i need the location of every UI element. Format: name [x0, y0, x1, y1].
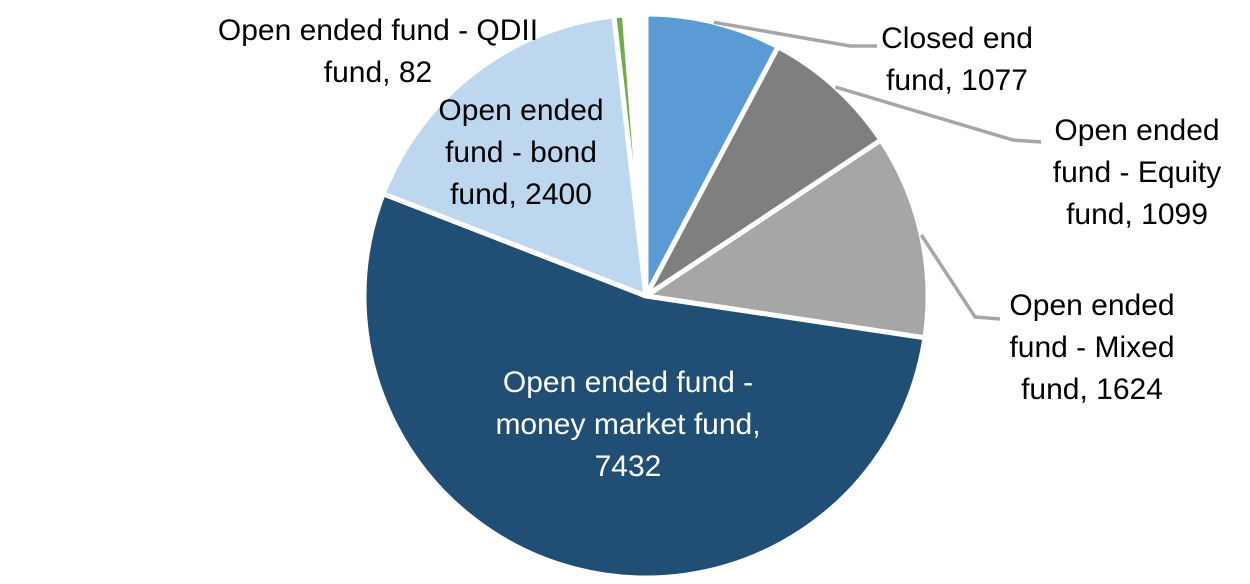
pie-slice-open-ended-bond-fund [380, 13, 649, 299]
pie-label-line: fund - bond [445, 136, 597, 169]
pie-label-closed-end-fund: Closed end fund, 1077 [881, 18, 1033, 102]
pie-label-line: Open ended fund - QDII [217, 14, 539, 47]
leader-line-open-ended-mixed-fund [919, 233, 1001, 321]
pie-label-line: fund, 82 [323, 56, 433, 89]
pie-label-line: 7432 [594, 450, 662, 483]
pie-slice-open-ended-qdii-fund [611, 12, 649, 299]
pie-slice-open-ended-money-market-fund [361, 191, 928, 581]
pie-label-money-market-fund: Open ended fund - money market fund, 743… [495, 362, 760, 488]
pie-label-line: Open ended [1054, 114, 1220, 147]
pie-label-line: Closed end [881, 22, 1033, 55]
pie-label-equity-fund: Open ended fund - Equity fund, 1099 [1053, 110, 1221, 236]
pie-label-line: fund, 1099 [1066, 198, 1208, 231]
pie-label-line: money market fund, [495, 408, 761, 441]
pie-label-line: fund - Equity [1052, 156, 1222, 189]
pie-label-line: fund, 1624 [1021, 373, 1163, 406]
pie-label-qdii-fund: Open ended fund - QDII fund, 82 [218, 10, 538, 94]
pie-label-line: fund, 1077 [886, 64, 1028, 97]
leader-line-closed-end-fund [713, 20, 877, 48]
pie-label-line: fund - Mixed [1009, 331, 1175, 364]
pie-label-mixed-fund: Open ended fund - Mixed fund, 1624 [1009, 285, 1174, 411]
leader-line-open-ended-equity-fund [834, 85, 1042, 144]
pie-label-line: Open ended [1009, 289, 1175, 322]
pie-label-bond-fund: Open ended fund - bond fund, 2400 [438, 90, 603, 216]
pie-label-line: Open ended fund - [502, 366, 754, 399]
pie-label-line: Open ended [438, 94, 604, 127]
pie-slice-open-ended-mixed-fund [643, 137, 931, 341]
pie-label-line: fund, 2400 [450, 178, 592, 211]
